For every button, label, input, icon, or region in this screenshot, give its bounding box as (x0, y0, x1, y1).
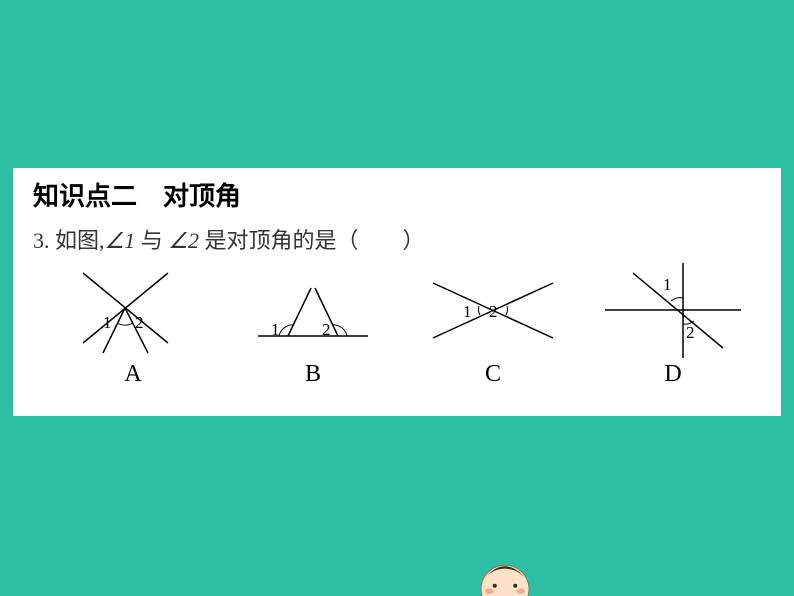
diagram-B: 12 (233, 258, 393, 358)
section-title: 知识点二 对顶角 (33, 176, 241, 213)
svg-text:1: 1 (663, 275, 672, 294)
svg-text:2: 2 (686, 323, 695, 342)
svg-text:2: 2 (135, 313, 144, 332)
svg-text:1: 1 (103, 313, 112, 332)
label-C: C (413, 361, 573, 388)
svg-text:2: 2 (322, 320, 331, 339)
diagram-C: 12 (413, 258, 573, 358)
label-A: A (53, 361, 213, 388)
label-D: D (593, 361, 753, 388)
question-text: 3. 如图,∠1 与 ∠2 是对顶角的是（ ） (33, 223, 425, 255)
diagram-D: 12 (593, 258, 753, 358)
svg-text:2: 2 (489, 302, 498, 321)
question-prefix: 如图, (55, 228, 105, 253)
figure-row: 12 A 12 B 12 C 12 D (43, 258, 763, 378)
svg-text:1: 1 (271, 320, 280, 339)
label-B: B (233, 361, 393, 388)
diagram-A: 12 (53, 258, 213, 358)
figure-C: 12 C (413, 258, 573, 378)
svg-text:1: 1 (463, 302, 472, 321)
angle-2: ∠2 (168, 228, 199, 253)
question-suffix: 是对顶角的是（ ） (199, 228, 425, 253)
figure-B: 12 B (233, 258, 393, 378)
question-mid: 与 (135, 228, 168, 253)
angle-1: ∠1 (105, 228, 136, 253)
figure-A: 12 A (53, 258, 213, 378)
cartoon-face-icon (460, 555, 550, 596)
figure-D: 12 D (593, 258, 753, 378)
question-number: 3. (33, 228, 50, 253)
content-card: 知识点二 对顶角 3. 如图,∠1 与 ∠2 是对顶角的是（ ） 12 A 12… (13, 168, 781, 416)
